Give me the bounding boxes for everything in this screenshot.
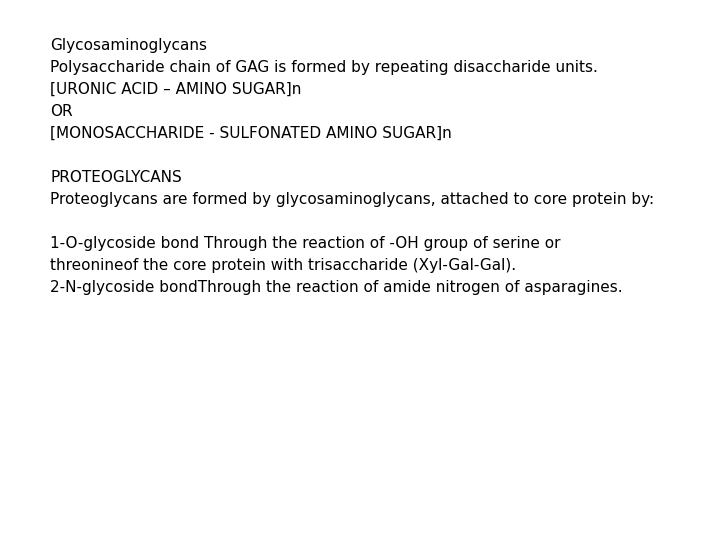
Text: OR: OR: [50, 104, 73, 119]
Text: [MONOSACCHARIDE - SULFONATED AMINO SUGAR]n: [MONOSACCHARIDE - SULFONATED AMINO SUGAR…: [50, 126, 451, 141]
Text: [URONIC ACID – AMINO SUGAR]n: [URONIC ACID – AMINO SUGAR]n: [50, 82, 302, 97]
Text: 1-O-glycoside bond Through the reaction of -OH group of serine or: 1-O-glycoside bond Through the reaction …: [50, 236, 560, 251]
Text: threonineof the core protein with trisaccharide (Xyl-Gal-Gal).: threonineof the core protein with trisac…: [50, 258, 516, 273]
Text: Polysaccharide chain of GAG is formed by repeating disaccharide units.: Polysaccharide chain of GAG is formed by…: [50, 60, 598, 75]
Text: Glycosaminoglycans: Glycosaminoglycans: [50, 38, 207, 53]
Text: Proteoglycans are formed by glycosaminoglycans, attached to core protein by:: Proteoglycans are formed by glycosaminog…: [50, 192, 654, 207]
Text: PROTEOGLYCANS: PROTEOGLYCANS: [50, 170, 181, 185]
Text: 2-N-glycoside bondThrough the reaction of amide nitrogen of asparagines.: 2-N-glycoside bondThrough the reaction o…: [50, 280, 623, 295]
